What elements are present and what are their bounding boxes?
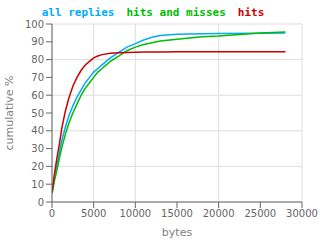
svg-text:25000: 25000 — [244, 208, 276, 219]
svg-text:20: 20 — [31, 161, 44, 172]
svg-text:30000: 30000 — [286, 208, 312, 219]
html-text:hits: hits — [237, 6, 265, 19]
svg-text:bytes: bytes — [162, 226, 193, 239]
svg-text:30: 30 — [31, 143, 44, 154]
svg-text:50: 50 — [31, 108, 44, 119]
svg-text:0: 0 — [38, 197, 44, 208]
svg-text:10000: 10000 — [119, 208, 151, 219]
html-text:all replies: all replies — [41, 6, 115, 19]
svg-text:0: 0 — [49, 208, 55, 219]
svg-text:20000: 20000 — [203, 208, 235, 219]
svg-text:70: 70 — [31, 72, 44, 83]
svg-text:80: 80 — [31, 54, 44, 65]
svg-text:10: 10 — [31, 179, 44, 190]
svg-text:cumulative %: cumulative % — [8, 75, 16, 150]
svg-text:100: 100 — [25, 19, 44, 30]
svg-text:40: 40 — [31, 125, 44, 136]
svg-text:60: 60 — [31, 90, 44, 101]
svg-text:5000: 5000 — [81, 208, 106, 219]
svg-text:15000: 15000 — [161, 208, 193, 219]
svg-text:90: 90 — [31, 36, 44, 47]
html-text:hits and misses: hits and misses — [126, 6, 226, 19]
